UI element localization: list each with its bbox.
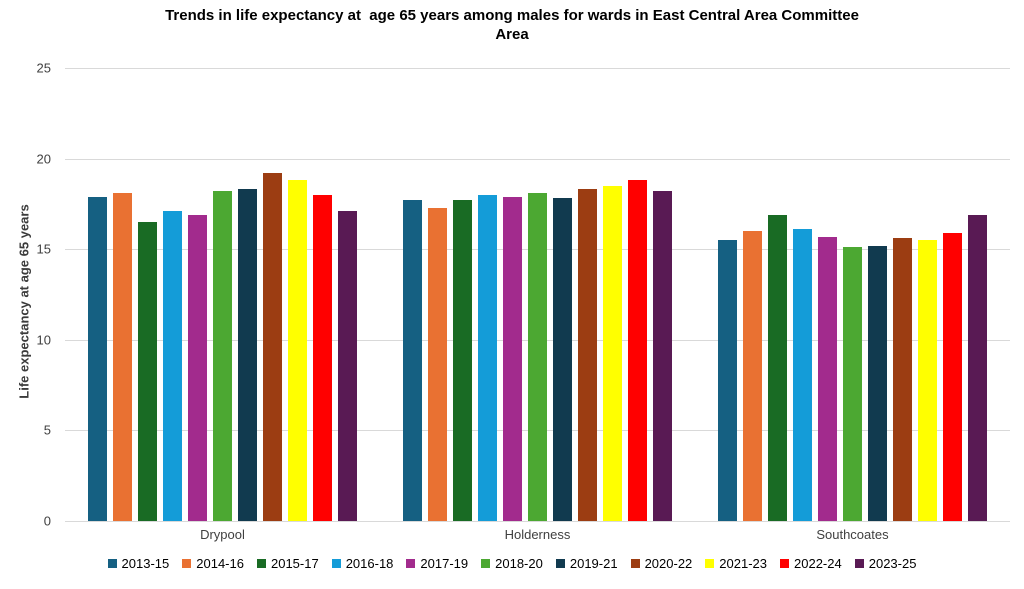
bar-southcoates-2013-15 (717, 240, 737, 521)
legend-swatch-icon (705, 559, 715, 568)
legend-item-2013-15: 2013-15 (107, 556, 170, 571)
bar-holderness-2020-22 (577, 189, 597, 521)
legend-item-2017-19: 2017-19 (406, 556, 468, 571)
legend-label: 2014-16 (196, 556, 244, 571)
legend-label: 2023-25 (868, 556, 917, 571)
legend-label: 2013-15 (121, 556, 170, 571)
legend-label: 2015-17 (270, 556, 319, 571)
bar-holderness-2017-19 (502, 196, 522, 521)
legend-label: 2018-20 (495, 556, 543, 571)
gridline-y-20 (65, 158, 1010, 160)
legend-item-2018-20: 2018-20 (481, 556, 543, 571)
bar-group-southcoates (695, 68, 1010, 521)
bar-group-drypool (65, 68, 380, 521)
gridline-y-25 (65, 68, 1010, 69)
bar-southcoates-2023-25 (967, 214, 987, 521)
bar-southcoates-2018-20 (842, 247, 862, 521)
legend-label: 2021-23 (719, 556, 768, 571)
bar-holderness-2022-24 (627, 180, 647, 521)
bar-drypool-2013-15 (87, 196, 107, 521)
chart-title-line2: Area (495, 26, 529, 43)
legend-item-2020-22: 2020-22 (630, 556, 693, 571)
bar-drypool-2020-22 (262, 173, 282, 521)
y-tick-label-15: 15 (36, 241, 51, 257)
bar-holderness-2019-21 (552, 198, 572, 521)
bar-group-holderness (380, 68, 695, 521)
plot-area: 0 5 10 15 20 25 (37, 61, 1010, 529)
bar-holderness-2021-23 (602, 185, 622, 521)
x-category-label-southcoates: Southcoates (816, 527, 889, 542)
legend-label: 2016-18 (345, 556, 394, 571)
bar-drypool-2018-20 (212, 191, 232, 521)
y-tick-label-10: 10 (36, 332, 51, 348)
legend-item-2019-21: 2019-21 (555, 556, 618, 571)
bar-southcoates-2014-16 (742, 231, 762, 521)
legend-item-2022-24: 2022-24 (780, 556, 842, 571)
bar-drypool-2017-19 (187, 214, 207, 521)
chart-title: Trends in life expectancy at age 65 year… (0, 6, 1024, 44)
bar-southcoates-2020-22 (892, 238, 912, 521)
bar-southcoates-2017-19 (817, 236, 837, 521)
bar-southcoates-2016-18 (792, 229, 812, 521)
y-tick-label-5: 5 (43, 422, 51, 438)
legend-swatch-icon (107, 559, 117, 568)
legend-swatch-icon (780, 559, 790, 568)
x-category-label-drypool: Drypool (200, 527, 245, 542)
y-tick-label-20: 20 (36, 151, 51, 167)
bar-drypool-2023-25 (337, 211, 357, 521)
bar-drypool-2019-21 (237, 189, 257, 521)
legend: 2013-15 2014-16 2015-17 2016-18 2017-19 2018-… (0, 556, 1024, 571)
legend-item-2015-17: 2015-17 (256, 556, 319, 571)
legend-swatch-icon (481, 559, 491, 568)
gridline-y-0 (65, 521, 1010, 522)
bar-drypool-2022-24 (312, 194, 332, 521)
bar-drypool-2021-23 (287, 180, 307, 521)
x-category-label-holderness: Holderness (504, 527, 571, 542)
legend-swatch-icon (854, 559, 864, 568)
bar-southcoates-2022-24 (942, 232, 962, 521)
y-tick-label-0: 0 (43, 513, 51, 529)
bar-holderness-2018-20 (527, 193, 547, 521)
x-axis-category-labels: Drypool Holderness Southcoates (65, 527, 1010, 545)
legend-item-2023-25: 2023-25 (854, 556, 917, 571)
y-axis-title: Life expectancy at age 65 years (16, 204, 32, 399)
legend-label: 2017-19 (420, 556, 469, 571)
legend-item-2016-18: 2016-18 (331, 556, 394, 571)
bar-holderness-2016-18 (477, 194, 497, 521)
legend-swatch-icon (630, 559, 640, 568)
bar-holderness-2013-15 (402, 200, 422, 521)
legend-swatch-icon (331, 559, 341, 568)
legend-swatch-icon (555, 559, 565, 568)
legend-item-2014-16: 2014-16 (182, 556, 244, 571)
bar-holderness-2014-16 (427, 207, 447, 521)
legend-swatch-icon (406, 559, 416, 568)
chart-title-line1: Trends in life expectancy at age 65 year… (165, 7, 859, 24)
bar-drypool-2016-18 (162, 211, 182, 521)
bar-holderness-2023-25 (652, 191, 672, 521)
legend-item-2021-23: 2021-23 (705, 556, 767, 571)
legend-label: 2020-22 (644, 556, 693, 571)
legend-label: 2022-24 (794, 556, 842, 571)
bar-holderness-2015-17 (452, 200, 472, 521)
legend-swatch-icon (182, 559, 192, 568)
bar-drypool-2015-17 (137, 222, 157, 521)
bar-southcoates-2015-17 (767, 214, 787, 521)
legend-label: 2019-21 (569, 556, 618, 571)
legend-swatch-icon (256, 559, 266, 568)
bar-southcoates-2019-21 (867, 245, 887, 521)
y-tick-label-25: 25 (36, 60, 51, 76)
bar-southcoates-2021-23 (917, 240, 937, 521)
bar-drypool-2014-16 (112, 193, 132, 521)
